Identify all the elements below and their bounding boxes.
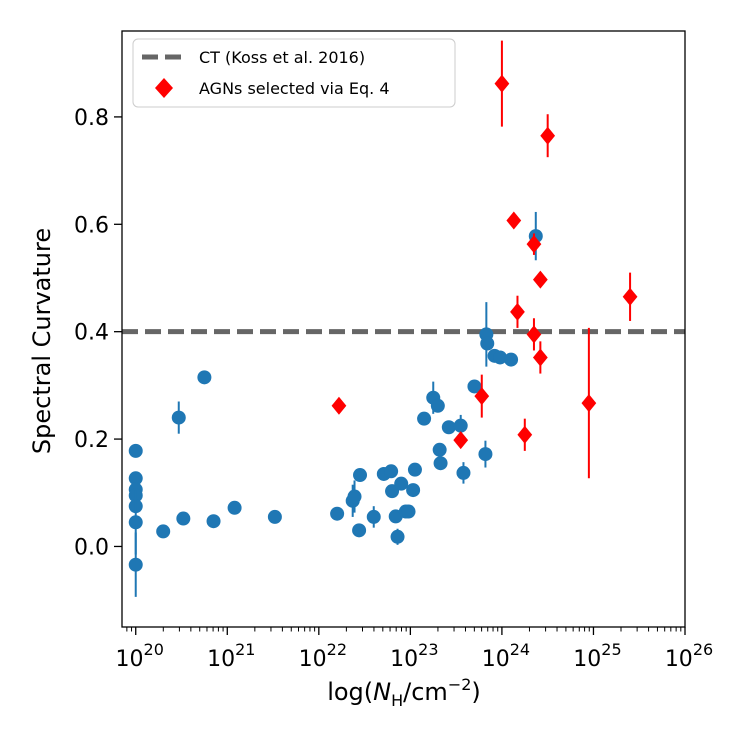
source-point [197, 370, 212, 385]
agn-diamond-point [622, 287, 638, 306]
x-tick-label: 1023 [390, 640, 438, 672]
source-point [352, 523, 367, 538]
agn-diamond-point [517, 425, 533, 444]
y-tick-label: 0.0 [74, 535, 109, 560]
source-point [478, 447, 493, 462]
y-tick-label: 0.4 [74, 321, 109, 346]
source-point [480, 336, 495, 351]
y-axis-title: Spectral Curvature [28, 228, 56, 454]
source-point [453, 418, 468, 433]
legend-diamond-swatch [155, 78, 173, 98]
source-point [353, 468, 368, 483]
source-point [267, 509, 282, 524]
agn-diamond-point [581, 394, 597, 413]
source-point [406, 483, 421, 498]
agn-diamond-point [510, 302, 525, 321]
source-point [430, 398, 445, 413]
y-tick-label: 0.2 [74, 428, 109, 453]
agn-diamond-point [526, 325, 542, 344]
legend-box [132, 38, 456, 108]
source-point [394, 476, 409, 491]
source-point [206, 514, 221, 529]
source-point [330, 506, 345, 521]
y-tick-label: 0.6 [74, 213, 109, 238]
agn-diamond-point [532, 348, 548, 367]
source-point [401, 504, 416, 519]
x-tick-label: 1026 [665, 640, 713, 672]
agn-diamond-point [540, 126, 556, 145]
agn-diamond-point [331, 396, 347, 415]
y-axis: 0.0 0.2 0.4 0.6 0.8 [74, 106, 122, 560]
source-point [227, 500, 242, 515]
source-point [433, 456, 448, 471]
agn-diamond-point [532, 270, 548, 289]
legend: CT (Koss et al. 2016) AGNs selected via … [132, 38, 456, 108]
legend-label-ct: CT (Koss et al. 2016) [199, 48, 365, 67]
x-tick-label: 1024 [482, 640, 530, 672]
source-point [176, 511, 191, 526]
source-point [407, 462, 422, 477]
source-point [456, 465, 471, 480]
y-tick-label: 0.8 [74, 106, 109, 131]
agn-diamond-point [506, 211, 522, 230]
source-point [156, 524, 171, 539]
source-point [128, 515, 143, 530]
source-point [467, 379, 482, 394]
source-point [504, 352, 519, 367]
agn-diamond-point [474, 387, 490, 406]
legend-label-agn: AGNs selected via Eq. 4 [199, 79, 390, 98]
x-axis: 1020 1021 1022 1023 1024 1025 1026 [116, 627, 713, 672]
x-tick-label: 1021 [207, 640, 255, 672]
source-point [493, 350, 508, 365]
source-point [128, 557, 143, 572]
source-point [347, 489, 362, 504]
source-point [171, 410, 186, 425]
source-point [441, 420, 456, 435]
source-point [432, 442, 447, 457]
source-point [128, 471, 143, 486]
x-tick-label: 1022 [299, 640, 347, 672]
x-axis-title: log(NH/cm−2) [327, 675, 481, 710]
data-marks [128, 40, 638, 597]
source-point [128, 443, 143, 458]
x-tick-label: 1025 [573, 640, 621, 672]
agn-diamond-point [453, 431, 469, 450]
source-point [366, 509, 381, 524]
source-point [390, 529, 405, 544]
plot-frame [121, 30, 686, 628]
source-point [384, 464, 399, 479]
source-point [417, 411, 432, 426]
x-tick-label: 1020 [116, 640, 164, 672]
agn-diamond-point [494, 74, 510, 93]
agn-diamond-point [526, 235, 542, 254]
